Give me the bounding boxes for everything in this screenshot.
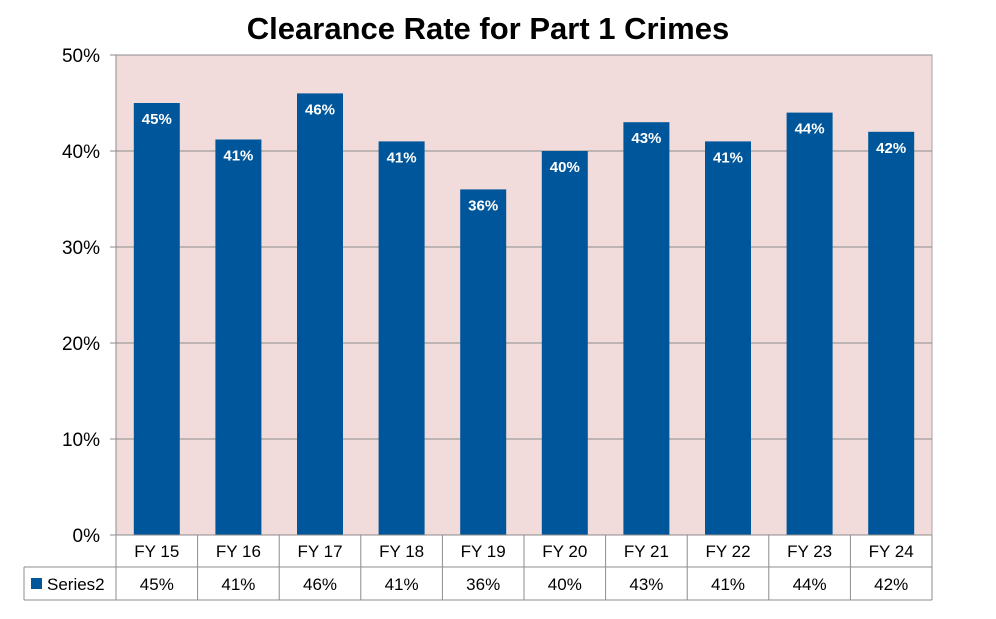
x-tick-label: FY 15 [134,542,179,561]
data-label: 44% [795,121,825,138]
table-value-cell: 45% [140,575,174,594]
data-label: 41% [713,149,743,166]
y-tick-label: 40% [62,142,100,163]
table-value-cell: 43% [629,575,663,594]
y-tick-label: 20% [62,334,100,355]
x-tick-label: FY 24 [869,542,914,561]
bar [297,93,343,536]
data-label: 41% [387,149,417,166]
x-tick-label: FY 21 [624,542,669,561]
table-value-cell: 41% [385,575,419,594]
y-tick-label: 50% [62,46,100,67]
x-tick-label: FY 19 [461,542,506,561]
bar [460,189,507,535]
legend-series-name: Series2 [47,575,105,594]
bar [705,141,751,535]
table-value-cell: 41% [711,575,745,594]
bar [133,103,180,535]
y-axis: 0% 10% 20% 30% 40% 50% [62,46,117,547]
y-tick-label: 30% [62,238,100,259]
bar [623,122,670,535]
x-tick-label: FY 20 [542,542,587,561]
table-value-cell: 44% [793,575,827,594]
bar [541,151,588,535]
chart-title: Clearance Rate for Part 1 Crimes [247,11,729,46]
x-tick-label: FY 22 [705,542,750,561]
data-label: 43% [631,130,661,147]
bar [378,141,425,535]
x-tick-label: FY 16 [216,542,261,561]
y-tick-label: 0% [73,526,101,547]
y-tick-label: 10% [62,430,100,451]
bar [786,112,833,535]
table-value-cell: 36% [466,575,500,594]
data-label: 42% [876,140,906,157]
bar-series: 45% 41% 46% 41% 36% 40% 43% 41% 44% 42% [133,93,915,536]
data-label: 46% [305,101,335,118]
bar [868,131,915,536]
legend-swatch [31,578,42,589]
x-tick-label: FY 23 [787,542,832,561]
data-label: 45% [142,111,172,128]
table-value-cell: 42% [874,575,908,594]
data-table: FY 15 FY 16 FY 17 FY 18 FY 19 FY 20 FY 21 FY 22… [23,534,933,601]
table-value-cell: 41% [221,575,255,594]
table-value-cell: 40% [548,575,582,594]
bar [215,139,262,536]
x-tick-label: FY 18 [379,542,424,561]
table-value-cell: 46% [303,575,337,594]
data-label: 40% [550,159,580,176]
data-label: 36% [468,197,498,214]
data-label: 41% [223,147,253,164]
x-tick-label: FY 17 [297,542,342,561]
